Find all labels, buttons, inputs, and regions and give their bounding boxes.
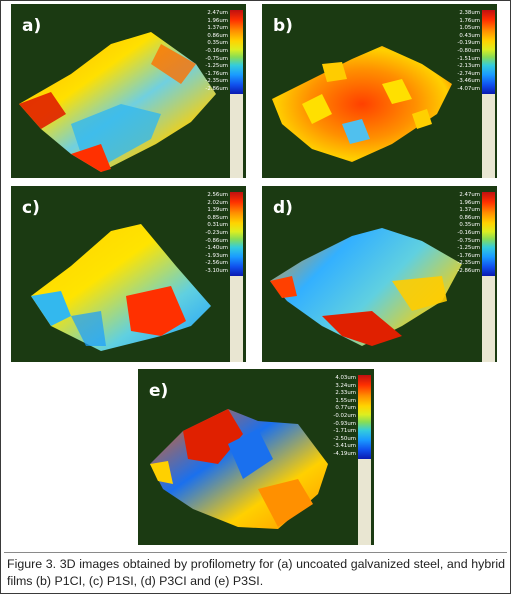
- color-scale-bar-e: [358, 375, 371, 545]
- panel-e: e) 4.03um 3.24um 2.33um 1.55um 0.77um -0…: [138, 369, 374, 545]
- scale-tick-label: -0.86um: [205, 237, 228, 244]
- scale-tick-label: 1.96um: [207, 17, 228, 24]
- scale-tick-label: 3.24um: [335, 382, 356, 389]
- scale-tick-label: -0.75um: [457, 237, 480, 244]
- scale-tick-label: -0.16um: [205, 47, 228, 54]
- scale-tick-label: 2.47um: [207, 10, 228, 16]
- scale-tick-label: 0.77um: [335, 405, 356, 412]
- scale-tick-label: -0.19um: [457, 40, 480, 47]
- scale-tick-label: -2.74um: [457, 70, 480, 77]
- surface-plot-e: [150, 409, 328, 529]
- scale-tick-label: 1.05um: [459, 25, 480, 32]
- scale-tick-label: -1.25um: [457, 245, 480, 252]
- scale-tick-label: -3.10um: [205, 267, 228, 274]
- scale-tick-label: 1.76um: [459, 17, 480, 24]
- figure-caption: Figure 3. 3D images obtained by profilom…: [7, 557, 505, 588]
- scale-tick-label: -0.80um: [457, 47, 480, 54]
- scale-tick-label: -1.51um: [457, 55, 480, 62]
- scale-tick-label: 2.38um: [459, 10, 480, 16]
- scale-tick-label: -2.86um: [205, 85, 228, 92]
- surface-plot-c: [31, 224, 211, 351]
- scale-tick-label: 2.47um: [459, 192, 480, 198]
- scale-tick-label: -4.07um: [457, 85, 480, 92]
- scale-tick-label: -0.75um: [205, 55, 228, 62]
- scale-tick-label: -0.23um: [205, 229, 228, 236]
- surface-plot-a: [19, 32, 216, 172]
- scale-tick-label: -1.76um: [457, 252, 480, 259]
- color-scale-bar-b: [482, 10, 495, 178]
- scale-tick-label: 1.39um: [207, 207, 228, 214]
- scale-labels-c: 2.56um 2.02um 1.39um 0.85um 0.31um -0.23…: [194, 192, 228, 276]
- panel-a: a) 2.47um 1.96um 1.37um 0.86um 0.35um -0…: [11, 4, 246, 178]
- scale-labels-b: 2.38um 1.76um 1.05um 0.43um -0.19um -0.8…: [446, 10, 480, 94]
- scale-tick-label: -0.16um: [457, 229, 480, 236]
- scale-tick-label: 1.37um: [459, 207, 480, 214]
- scale-tick-label: -0.93um: [333, 420, 356, 427]
- scale-tick-label: 0.35um: [207, 40, 228, 47]
- scale-tick-label: 0.85um: [207, 214, 228, 221]
- scale-tick-label: -3.41um: [333, 443, 356, 450]
- scale-tick-label: -2.86um: [457, 267, 480, 274]
- scale-tick-label: -4.19um: [333, 450, 356, 457]
- scale-tick-label: 2.33um: [335, 390, 356, 397]
- scale-tick-label: -1.71um: [333, 428, 356, 435]
- caption-divider: [4, 552, 507, 553]
- scale-tick-label: -1.93um: [205, 252, 228, 259]
- scale-labels-d: 2.47um 1.96um 1.37um 0.86um 0.35um -0.16…: [446, 192, 480, 276]
- color-scale-bar-a: [230, 10, 243, 178]
- panel-label-c: c): [22, 198, 40, 218]
- surface-plot-d: [270, 228, 462, 346]
- panel-d: d) 2.47um 1.96um 1.37um 0.86um 0.35um -0…: [262, 186, 497, 362]
- scale-tick-label: -2.56um: [205, 260, 228, 267]
- panel-label-a: a): [22, 16, 42, 36]
- scale-tick-label: -2.50um: [333, 435, 356, 442]
- panel-label-d: d): [273, 198, 293, 218]
- scale-tick-label: -2.35um: [205, 78, 228, 85]
- scale-tick-label: 1.55um: [335, 397, 356, 404]
- scale-tick-label: 0.35um: [459, 222, 480, 229]
- panel-label-b: b): [273, 16, 293, 36]
- scale-tick-label: 2.56um: [207, 192, 228, 198]
- scale-tick-label: 0.31um: [207, 222, 228, 229]
- panel-b: b) 2.38um 1.76um 1.05um 0.43um -0.19um -…: [262, 4, 497, 178]
- scale-tick-label: -2.35um: [457, 260, 480, 267]
- scale-tick-label: 0.43um: [459, 32, 480, 39]
- scale-tick-label: -3.46um: [457, 78, 480, 85]
- scale-tick-label: -2.13um: [457, 63, 480, 70]
- color-scale-bar-c: [230, 192, 243, 362]
- scale-labels-a: 2.47um 1.96um 1.37um 0.86um 0.35um -0.16…: [194, 10, 228, 94]
- scale-tick-label: 1.37um: [207, 25, 228, 32]
- surface-plot-b: [272, 46, 452, 162]
- panel-c: c) 2.56um 2.02um 1.39um 0.85um 0.31um -0…: [11, 186, 246, 362]
- scale-tick-label: 2.02um: [207, 199, 228, 206]
- color-scale-bar-d: [482, 192, 495, 362]
- scale-tick-label: -1.40um: [205, 245, 228, 252]
- scale-tick-label: 4.03um: [335, 375, 356, 381]
- scale-labels-e: 4.03um 3.24um 2.33um 1.55um 0.77um -0.02…: [322, 375, 356, 459]
- scale-tick-label: -1.76um: [205, 70, 228, 77]
- scale-tick-label: -1.25um: [205, 63, 228, 70]
- panel-label-e: e): [149, 381, 169, 401]
- scale-tick-label: 0.86um: [207, 32, 228, 39]
- scale-tick-label: 0.86um: [459, 214, 480, 221]
- scale-tick-label: 1.96um: [459, 199, 480, 206]
- scale-tick-label: -0.02um: [333, 412, 356, 419]
